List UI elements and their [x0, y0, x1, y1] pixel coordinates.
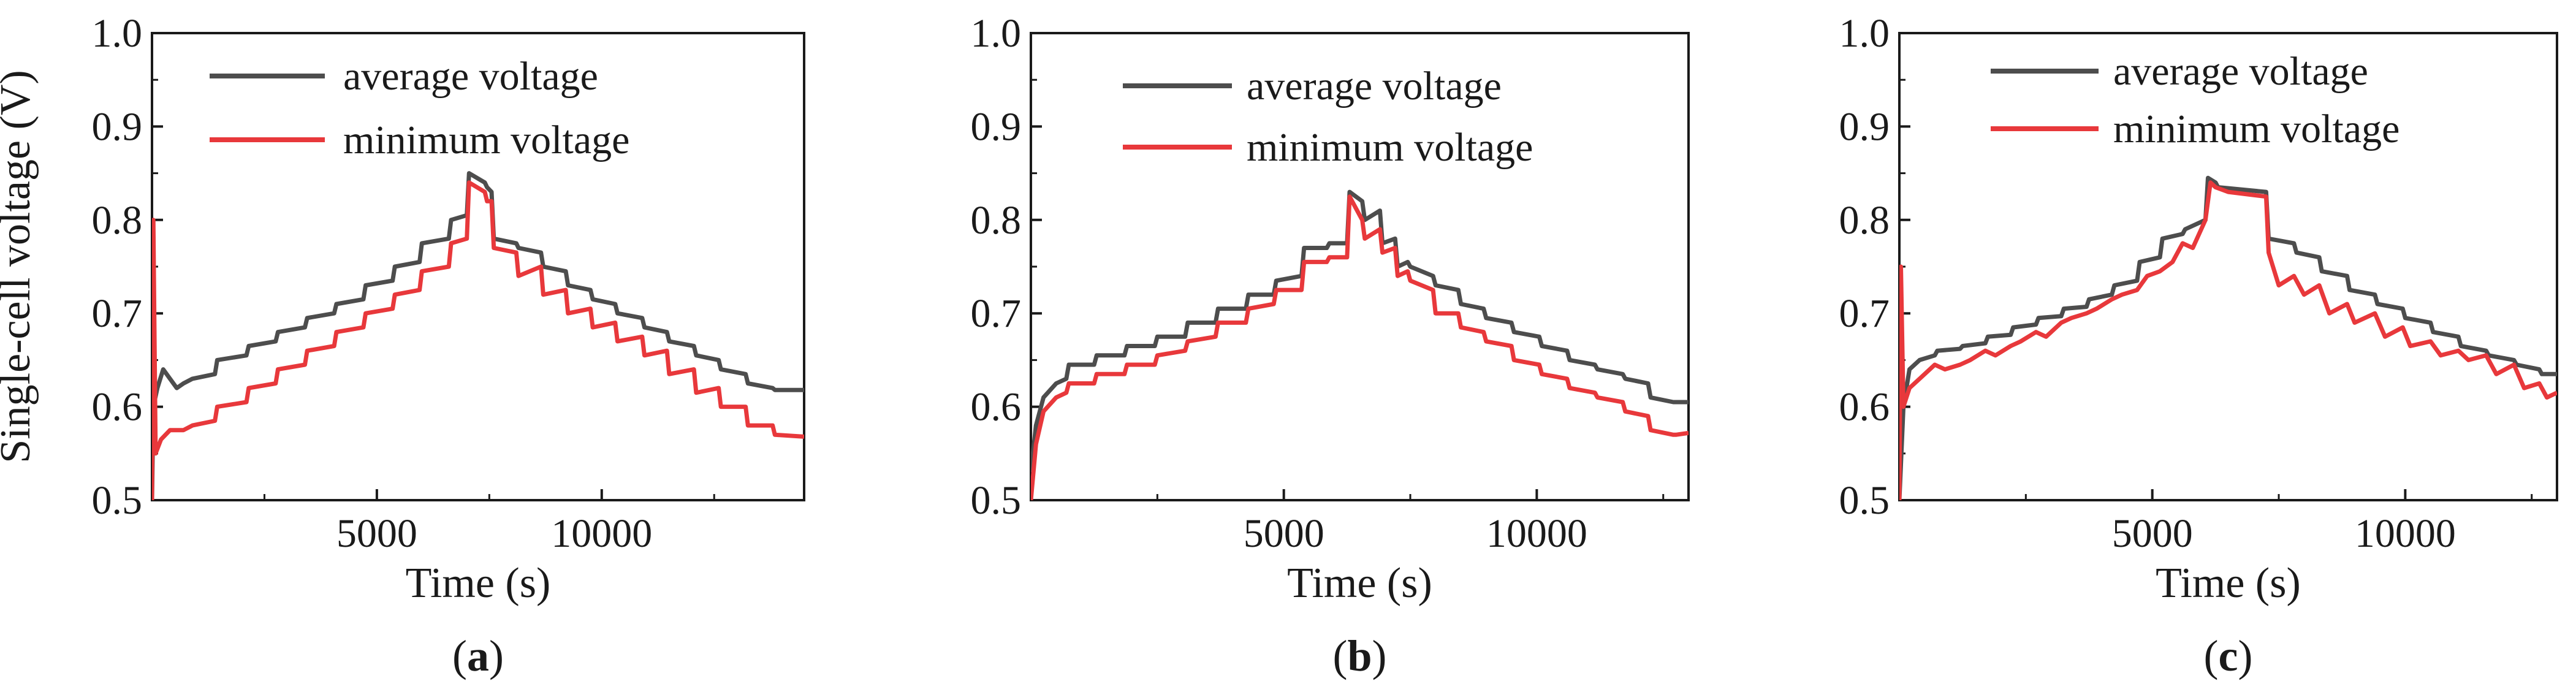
- y-tick-label: 0.6: [92, 385, 143, 430]
- y-tick-label: 0.5: [92, 478, 143, 523]
- series-line-average-voltage: [1031, 189, 1689, 473]
- y-tick-label: 0.8: [1839, 198, 1890, 243]
- y-tick-label: 1.0: [1839, 11, 1890, 56]
- series-line-minimum-voltage: [1031, 194, 1689, 500]
- y-tick-label: 0.7: [971, 291, 1022, 336]
- chart-panel-3: 0.5 0.6 0.7 0.8 0.9 1.0 5000 10000 Time (s) (c) av…: [1839, 11, 2558, 680]
- series-line-minimum-voltage: [152, 180, 804, 500]
- x-tick-label: 5000: [336, 511, 417, 556]
- legend-entry: minimum voltage: [2113, 107, 2399, 151]
- y-tick-label: 0.6: [971, 385, 1022, 430]
- y-tick-label: 0.9: [1839, 104, 1890, 149]
- x-axis-title: Time (s): [406, 560, 551, 607]
- x-axis-title: Time (s): [2156, 560, 2301, 607]
- legend: average voltage minimum voltage: [1991, 49, 2399, 151]
- series-line-minimum-voltage: [1899, 180, 2557, 500]
- y-tick-label: 0.9: [92, 104, 143, 149]
- legend-entry: average voltage: [2113, 49, 2368, 94]
- legend-entry: minimum voltage: [1247, 125, 1533, 170]
- plot-frame: [1898, 32, 2558, 501]
- y-tick-label: 1.0: [971, 11, 1022, 56]
- series-line-average-voltage: [152, 171, 804, 500]
- x-tick-label: 10000: [1486, 511, 1587, 556]
- series-line-average-voltage: [1899, 175, 2557, 500]
- y-tick-label: 0.8: [971, 198, 1022, 243]
- y-tick-label: 0.9: [971, 104, 1022, 149]
- panel-label: (a): [452, 631, 504, 680]
- panel-label: (c): [2204, 631, 2253, 680]
- legend: average voltage minimum voltage: [1123, 64, 1533, 170]
- y-tick-label: 0.8: [92, 198, 143, 243]
- legend-entry: minimum voltage: [343, 118, 629, 162]
- x-tick-label: 5000: [1244, 511, 1324, 556]
- x-axis-title: Time (s): [1287, 560, 1432, 607]
- y-tick-label: 0.5: [1839, 478, 1890, 523]
- legend: average voltage minimum voltage: [210, 54, 629, 162]
- chart-panel-2: 0.5 0.6 0.7 0.8 0.9 1.0 5000 10000 Time (s) (b) av…: [971, 11, 1690, 680]
- y-tick-label: 1.0: [92, 11, 143, 56]
- legend-entry: average voltage: [343, 54, 598, 99]
- y-tick-label: 0.7: [92, 291, 143, 336]
- x-tick-label: 5000: [2112, 511, 2193, 556]
- plot-frame: [151, 32, 805, 501]
- legend-entry: average voltage: [1247, 64, 1502, 108]
- panel-label: (b): [1332, 631, 1386, 680]
- y-axis-title: Single-cell voltage (V): [0, 70, 39, 463]
- x-tick-label: 10000: [551, 511, 652, 556]
- x-tick-label: 10000: [2355, 511, 2456, 556]
- y-tick-label: 0.5: [971, 478, 1022, 523]
- y-tick-label: 0.6: [1839, 385, 1890, 430]
- y-tick-label: 0.7: [1839, 291, 1890, 336]
